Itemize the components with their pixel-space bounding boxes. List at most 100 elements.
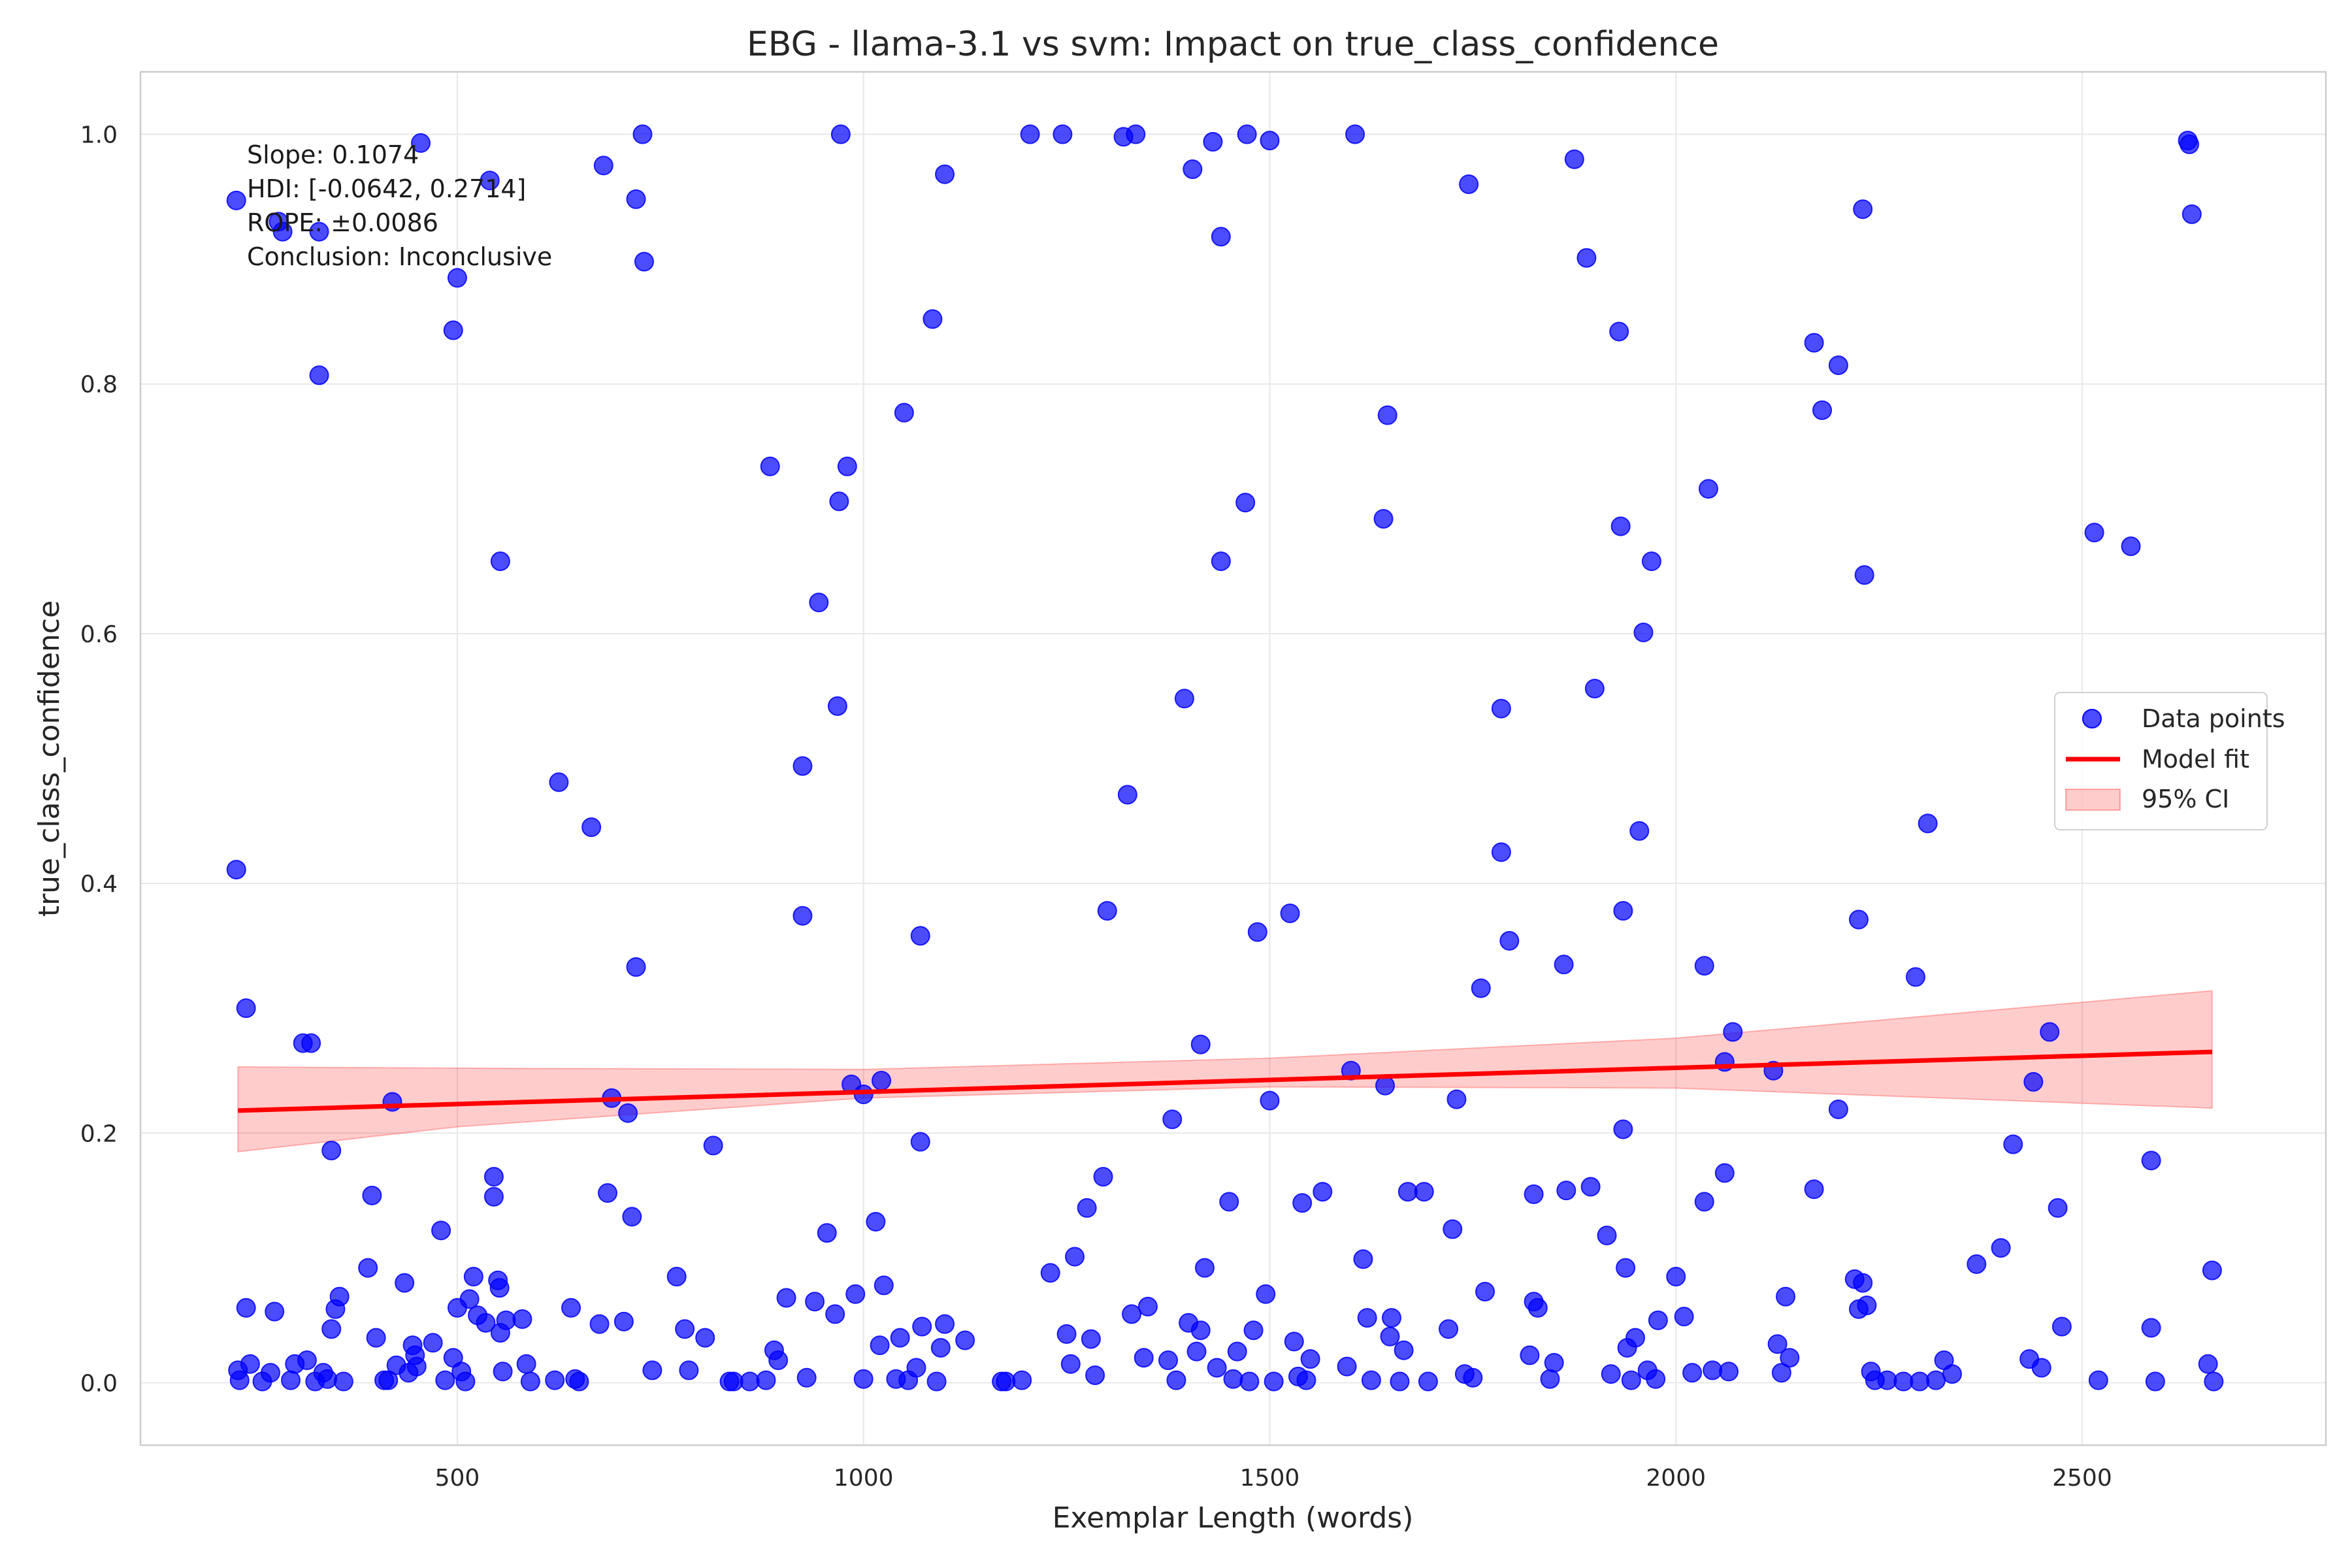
data-point [1122, 1304, 1142, 1324]
data-point [1828, 355, 1848, 376]
data-point [489, 1278, 510, 1298]
data-point [1397, 1182, 1418, 1202]
data-point [1666, 1267, 1686, 1287]
data-point [1239, 1371, 1260, 1392]
data-point [872, 1071, 892, 1091]
x-tick-label: 2000 [1646, 1465, 1706, 1492]
data-point [1584, 678, 1605, 698]
data-point [890, 1328, 910, 1348]
data-point [490, 551, 510, 572]
data-point [459, 1289, 480, 1309]
data-point [366, 1328, 386, 1348]
data-point [874, 1275, 894, 1296]
x-tick-label: 1000 [834, 1465, 894, 1492]
data-point [561, 1298, 581, 1318]
data-point [1524, 1184, 1544, 1204]
data-point [1694, 1192, 1714, 1212]
data-point [1060, 1354, 1081, 1374]
data-point [1053, 124, 1073, 144]
data-point [483, 1186, 504, 1207]
data-point [679, 1360, 699, 1380]
data-point [1641, 551, 1661, 572]
data-point [1682, 1363, 1703, 1383]
data-point [756, 1370, 776, 1390]
data-point [1284, 1331, 1304, 1352]
data-point [613, 1311, 634, 1331]
data-point [1703, 1360, 1723, 1380]
data-point [1918, 813, 1938, 834]
data-point [830, 124, 851, 144]
data-point [1097, 901, 1117, 921]
data-point [1166, 1370, 1186, 1390]
y-axis-label: true_class_confidence [33, 600, 66, 917]
model-fit-line [238, 1049, 2213, 1113]
data-point [1610, 516, 1631, 536]
data-point [1203, 132, 1223, 152]
legend-label: Model fit [2142, 745, 2249, 774]
data-point [1613, 1119, 1633, 1139]
data-point [318, 1369, 338, 1389]
data-point [1629, 821, 1650, 841]
data-point [1646, 1369, 1666, 1389]
data-point [2181, 204, 2202, 224]
data-point [912, 1316, 932, 1337]
data-point [1576, 248, 1597, 268]
data-point [1621, 1370, 1641, 1390]
data-point [1491, 842, 1511, 862]
data-point [1162, 1109, 1183, 1130]
data-point [1471, 978, 1491, 998]
data-point [1723, 1022, 1743, 1042]
data-point [463, 1267, 483, 1287]
data-point [516, 1354, 536, 1374]
data-point [796, 1367, 817, 1388]
data-point [910, 1132, 930, 1152]
data-point [2023, 1071, 2044, 1092]
data-point [309, 365, 329, 385]
data-point [1357, 1308, 1377, 1328]
data-point [837, 456, 857, 476]
data-point [1613, 901, 1633, 921]
data-point [1207, 1358, 1227, 1378]
data-point [1942, 1364, 1962, 1384]
data-point [2180, 134, 2200, 154]
data-point [260, 1363, 280, 1383]
data-point [1893, 1371, 1914, 1392]
data-point [1418, 1371, 1438, 1392]
data-point [1065, 1247, 1085, 1267]
data-point [1527, 1298, 1548, 1318]
data-point [1633, 622, 1654, 642]
data-point [1597, 1225, 1617, 1245]
data-point [618, 1103, 638, 1123]
data-point [1012, 1370, 1032, 1390]
data-point [476, 1313, 496, 1333]
data-point [226, 190, 246, 210]
legend-box [2054, 692, 2268, 830]
data-point [1373, 509, 1394, 529]
data-point [1771, 1363, 1791, 1383]
data-point [240, 1354, 260, 1374]
data-point [2051, 1316, 2072, 1337]
data-point [776, 1288, 796, 1308]
data-point [1380, 1326, 1400, 1347]
data-point [309, 221, 329, 242]
data-point [272, 221, 293, 242]
plot-frame [139, 71, 2327, 1446]
data-point [634, 252, 654, 272]
data-point [1520, 1345, 1540, 1365]
data-point [435, 1370, 455, 1390]
data-point [1158, 1350, 1179, 1371]
data-point [1544, 1352, 1564, 1373]
data-point [1877, 1370, 1897, 1390]
data-point [549, 772, 569, 792]
data-point [1126, 124, 1146, 144]
data-point [1991, 1238, 2011, 1258]
data-point [1117, 785, 1137, 805]
data-point [1260, 131, 1280, 151]
data-point [281, 1370, 301, 1390]
data-point [1625, 1328, 1646, 1348]
data-point [1414, 1182, 1434, 1202]
data-point [695, 1328, 715, 1348]
x-tick-label: 500 [435, 1465, 480, 1492]
data-point [483, 1167, 504, 1187]
data-point [2145, 1371, 2165, 1392]
